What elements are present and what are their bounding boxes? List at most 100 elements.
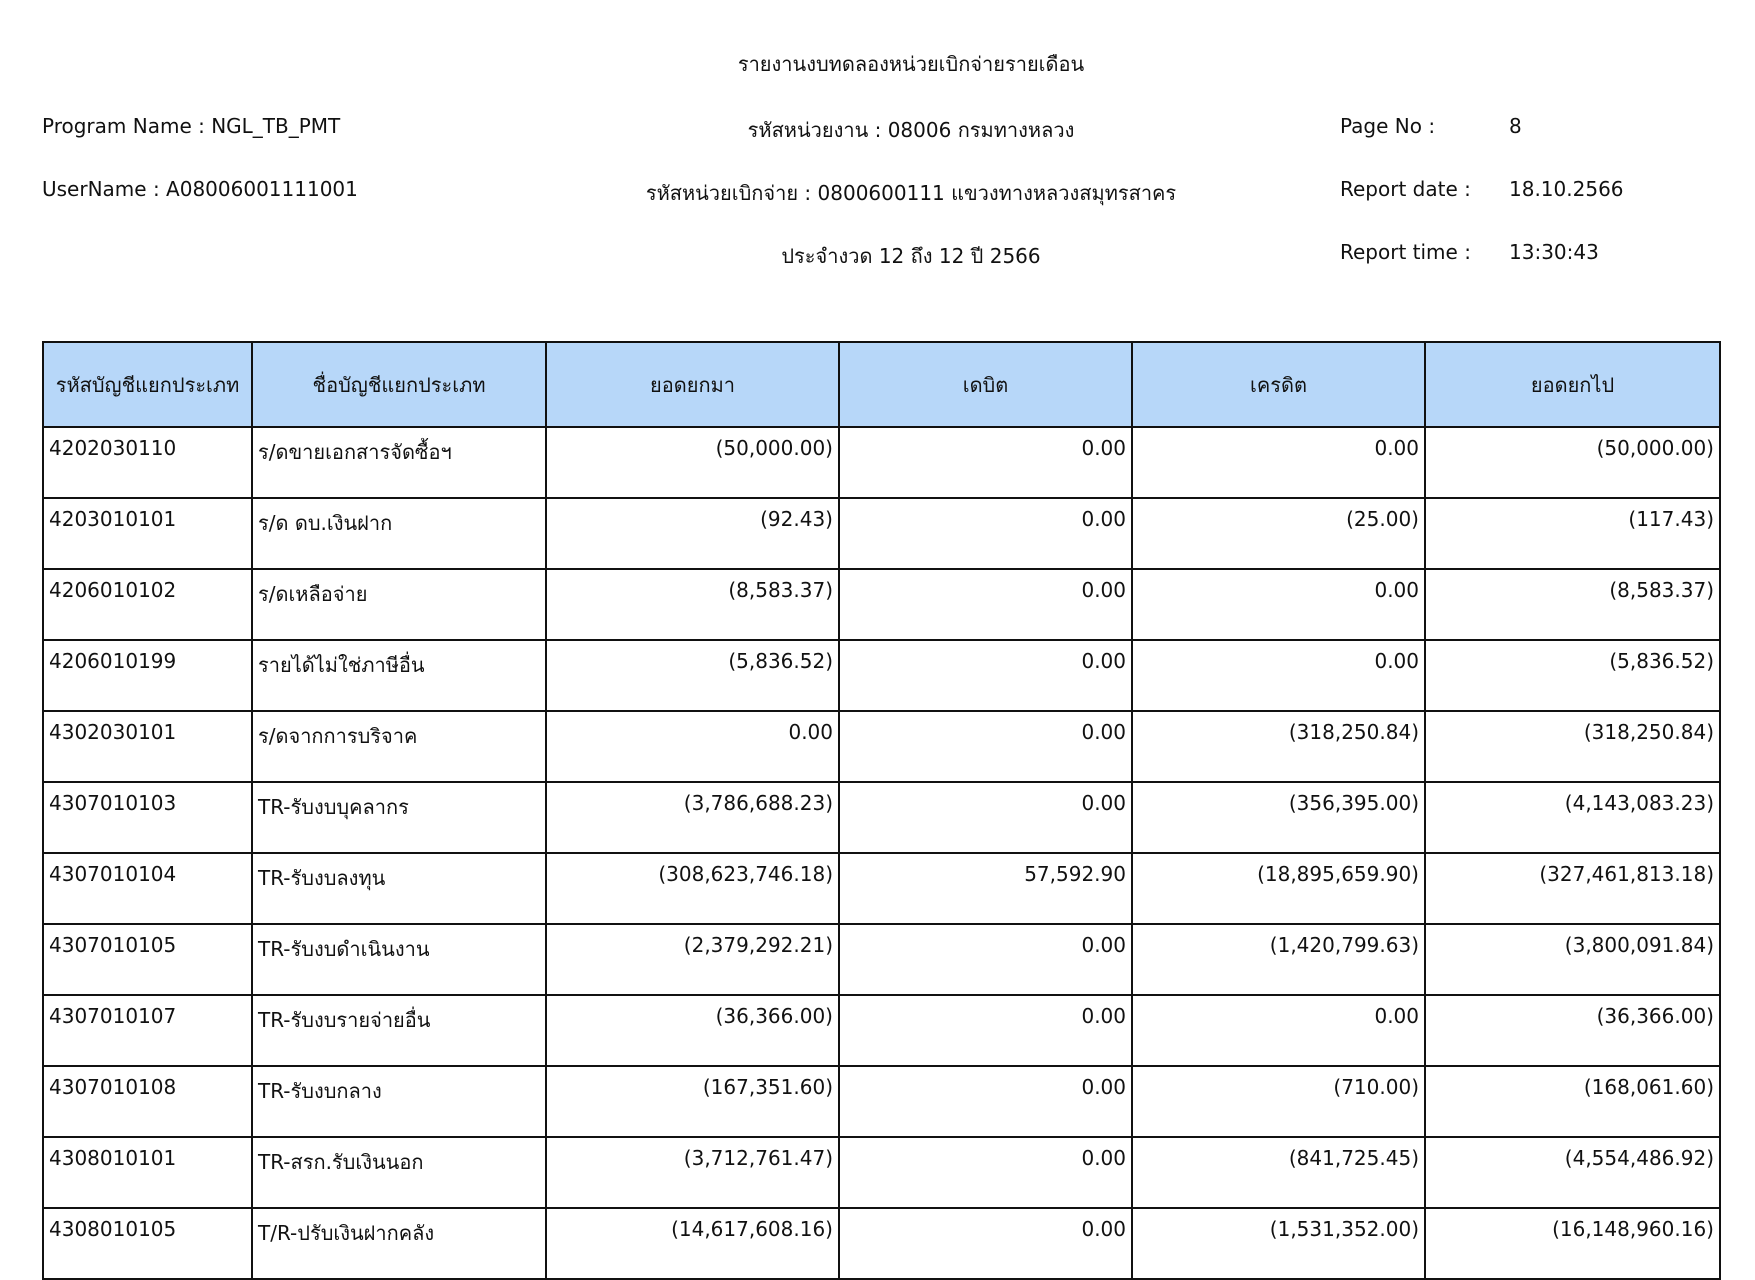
cell-account-name: ร/ดขายเอกสารจัดซื้อฯ: [251, 426, 547, 499]
cell-credit: (18,895,659.90): [1131, 852, 1426, 925]
cell-closing-balance: (36,366.00): [1424, 994, 1721, 1067]
table-row: 4307010107 TR-รับงบรายจ่ายอื่น (36,366.00)…: [42, 994, 1721, 1067]
cell-opening-balance: (3,786,688.23): [545, 781, 840, 854]
cell-account-code: 4206010199: [42, 639, 253, 712]
cell-debit: 0.00: [838, 568, 1133, 641]
table-row: 4206010199 รายได้ไม่ใช่ภาษีอื่น (5,836.52)…: [42, 639, 1721, 712]
cell-debit: 0.00: [838, 1136, 1133, 1209]
cell-account-code: 4302030101: [42, 710, 253, 783]
column-header-closing-balance: ยอดยกไป: [1424, 341, 1721, 428]
cell-closing-balance: (117.43): [1424, 497, 1721, 570]
cell-opening-balance: (308,623,746.18): [545, 852, 840, 925]
disbursing-unit-code: รหัสหน่วยเบิกจ่าย : 0800600111 แขวงทางหล…: [645, 181, 1177, 205]
cell-opening-balance: (2,379,292.21): [545, 923, 840, 996]
cell-account-code: 4307010107: [42, 994, 253, 1067]
table-row: 4202030110 ร/ดขายเอกสารจัดซื้อฯ (50,000.00…: [42, 426, 1721, 499]
table-row: 4203010101 ร/ด ดบ.เงินฝาก (92.43) 0.00 (25.0…: [42, 497, 1721, 570]
cell-account-name: TR-รับงบดำเนินงาน: [251, 923, 547, 996]
cell-opening-balance: (5,836.52): [545, 639, 840, 712]
cell-account-name: TR-รับงบลงทุน: [251, 852, 547, 925]
cell-opening-balance: (8,583.37): [545, 568, 840, 641]
cell-closing-balance: (318,250.84): [1424, 710, 1721, 783]
cell-account-code: 4308010101: [42, 1136, 253, 1209]
cell-closing-balance: (4,143,083.23): [1424, 781, 1721, 854]
column-header-credit: เครดิต: [1131, 341, 1426, 428]
cell-opening-balance: (36,366.00): [545, 994, 840, 1067]
agency-code: รหัสหน่วยงาน : 08006 กรมทางหลวง: [747, 118, 1075, 142]
cell-account-name: TR-รับงบกลาง: [251, 1065, 547, 1138]
page-no-label: Page No :: [1340, 114, 1436, 138]
cell-closing-balance: (168,061.60): [1424, 1065, 1721, 1138]
column-header-account-code: รหัสบัญชีแยกประเภท: [42, 341, 253, 428]
cell-opening-balance: 0.00: [545, 710, 840, 783]
page-no: 8: [1509, 114, 1522, 138]
cell-account-name: ร/ด ดบ.เงินฝาก: [251, 497, 547, 570]
cell-credit: (1,531,352.00): [1131, 1207, 1426, 1280]
table-row: 4307010105 TR-รับงบดำเนินงาน (2,379,292.21…: [42, 923, 1721, 996]
cell-opening-balance: (50,000.00): [545, 426, 840, 499]
cell-account-name: ร/ดจากการบริจาค: [251, 710, 547, 783]
table-header-row: รหัสบัญชีแยกประเภท ชื่อบัญชีแยกประเภท ยอ…: [42, 341, 1721, 428]
cell-debit: 0.00: [838, 426, 1133, 499]
cell-account-name: TR-สรก.รับเงินนอก: [251, 1136, 547, 1209]
cell-credit: 0.00: [1131, 639, 1426, 712]
cell-debit: 0.00: [838, 923, 1133, 996]
cell-closing-balance: (4,554,486.92): [1424, 1136, 1721, 1209]
cell-account-code: 4203010101: [42, 497, 253, 570]
cell-closing-balance: (8,583.37): [1424, 568, 1721, 641]
cell-opening-balance: (167,351.60): [545, 1065, 840, 1138]
cell-account-code: 4307010104: [42, 852, 253, 925]
cell-account-name: ร/ดเหลือจ่าย: [251, 568, 547, 641]
program-name: Program Name : NGL_TB_PMT: [42, 114, 341, 138]
cell-debit: 0.00: [838, 710, 1133, 783]
cell-opening-balance: (3,712,761.47): [545, 1136, 840, 1209]
cell-debit: 0.00: [838, 497, 1133, 570]
cell-opening-balance: (92.43): [545, 497, 840, 570]
table-row: 4307010108 TR-รับงบกลาง (167,351.60) 0.00 (7…: [42, 1065, 1721, 1138]
cell-debit: 0.00: [838, 1065, 1133, 1138]
cell-account-code: 4206010102: [42, 568, 253, 641]
table-row: 4308010105 T/R-ปรับเงินฝากคลัง (14,617,608…: [42, 1207, 1721, 1280]
report-time-label: Report time :: [1340, 240, 1471, 264]
column-header-opening-balance: ยอดยกมา: [545, 341, 840, 428]
cell-debit: 0.00: [838, 639, 1133, 712]
report-date: 18.10.2566: [1509, 177, 1624, 201]
cell-credit: 0.00: [1131, 568, 1426, 641]
cell-debit: 0.00: [838, 781, 1133, 854]
cell-account-name: T/R-ปรับเงินฝากคลัง: [251, 1207, 547, 1280]
table-row: 4307010104 TR-รับงบลงทุน (308,623,746.18) 5…: [42, 852, 1721, 925]
report-period: ประจำงวด 12 ถึง 12 ปี 2566: [781, 244, 1041, 268]
cell-closing-balance: (3,800,091.84): [1424, 923, 1721, 996]
username: UserName : A08006001111001: [42, 177, 358, 201]
cell-credit: (25.00): [1131, 497, 1426, 570]
cell-credit: (356,395.00): [1131, 781, 1426, 854]
table-row: 4302030101 ร/ดจากการบริจาค 0.00 0.00 (318,25…: [42, 710, 1721, 783]
cell-credit: (1,420,799.63): [1131, 923, 1426, 996]
column-header-account-name: ชื่อบัญชีแยกประเภท: [251, 341, 547, 428]
column-header-debit: เดบิต: [838, 341, 1133, 428]
table-row: 4206010102 ร/ดเหลือจ่าย (8,583.37) 0.00 0.00…: [42, 568, 1721, 641]
cell-debit: 57,592.90: [838, 852, 1133, 925]
trial-balance-table: รหัสบัญชีแยกประเภท ชื่อบัญชีแยกประเภท ยอ…: [42, 341, 1721, 1280]
cell-credit: (710.00): [1131, 1065, 1426, 1138]
cell-account-code: 4307010105: [42, 923, 253, 996]
cell-account-name: TR-รับงบรายจ่ายอื่น: [251, 994, 547, 1067]
cell-debit: 0.00: [838, 1207, 1133, 1280]
cell-closing-balance: (5,836.52): [1424, 639, 1721, 712]
cell-account-name: รายได้ไม่ใช่ภาษีอื่น: [251, 639, 547, 712]
cell-closing-balance: (327,461,813.18): [1424, 852, 1721, 925]
cell-closing-balance: (16,148,960.16): [1424, 1207, 1721, 1280]
report-date-label: Report date :: [1340, 177, 1471, 201]
cell-account-name: TR-รับงบบุคลากร: [251, 781, 547, 854]
cell-credit: (318,250.84): [1131, 710, 1426, 783]
cell-account-code: 4307010103: [42, 781, 253, 854]
cell-closing-balance: (50,000.00): [1424, 426, 1721, 499]
cell-account-code: 4307010108: [42, 1065, 253, 1138]
cell-opening-balance: (14,617,608.16): [545, 1207, 840, 1280]
cell-account-code: 4308010105: [42, 1207, 253, 1280]
table-row: 4307010103 TR-รับงบบุคลากร (3,786,688.23) 0…: [42, 781, 1721, 854]
cell-credit: 0.00: [1131, 994, 1426, 1067]
table-row: 4308010101 TR-สรก.รับเงินนอก (3,712,761.47…: [42, 1136, 1721, 1209]
cell-credit: 0.00: [1131, 426, 1426, 499]
cell-debit: 0.00: [838, 994, 1133, 1067]
